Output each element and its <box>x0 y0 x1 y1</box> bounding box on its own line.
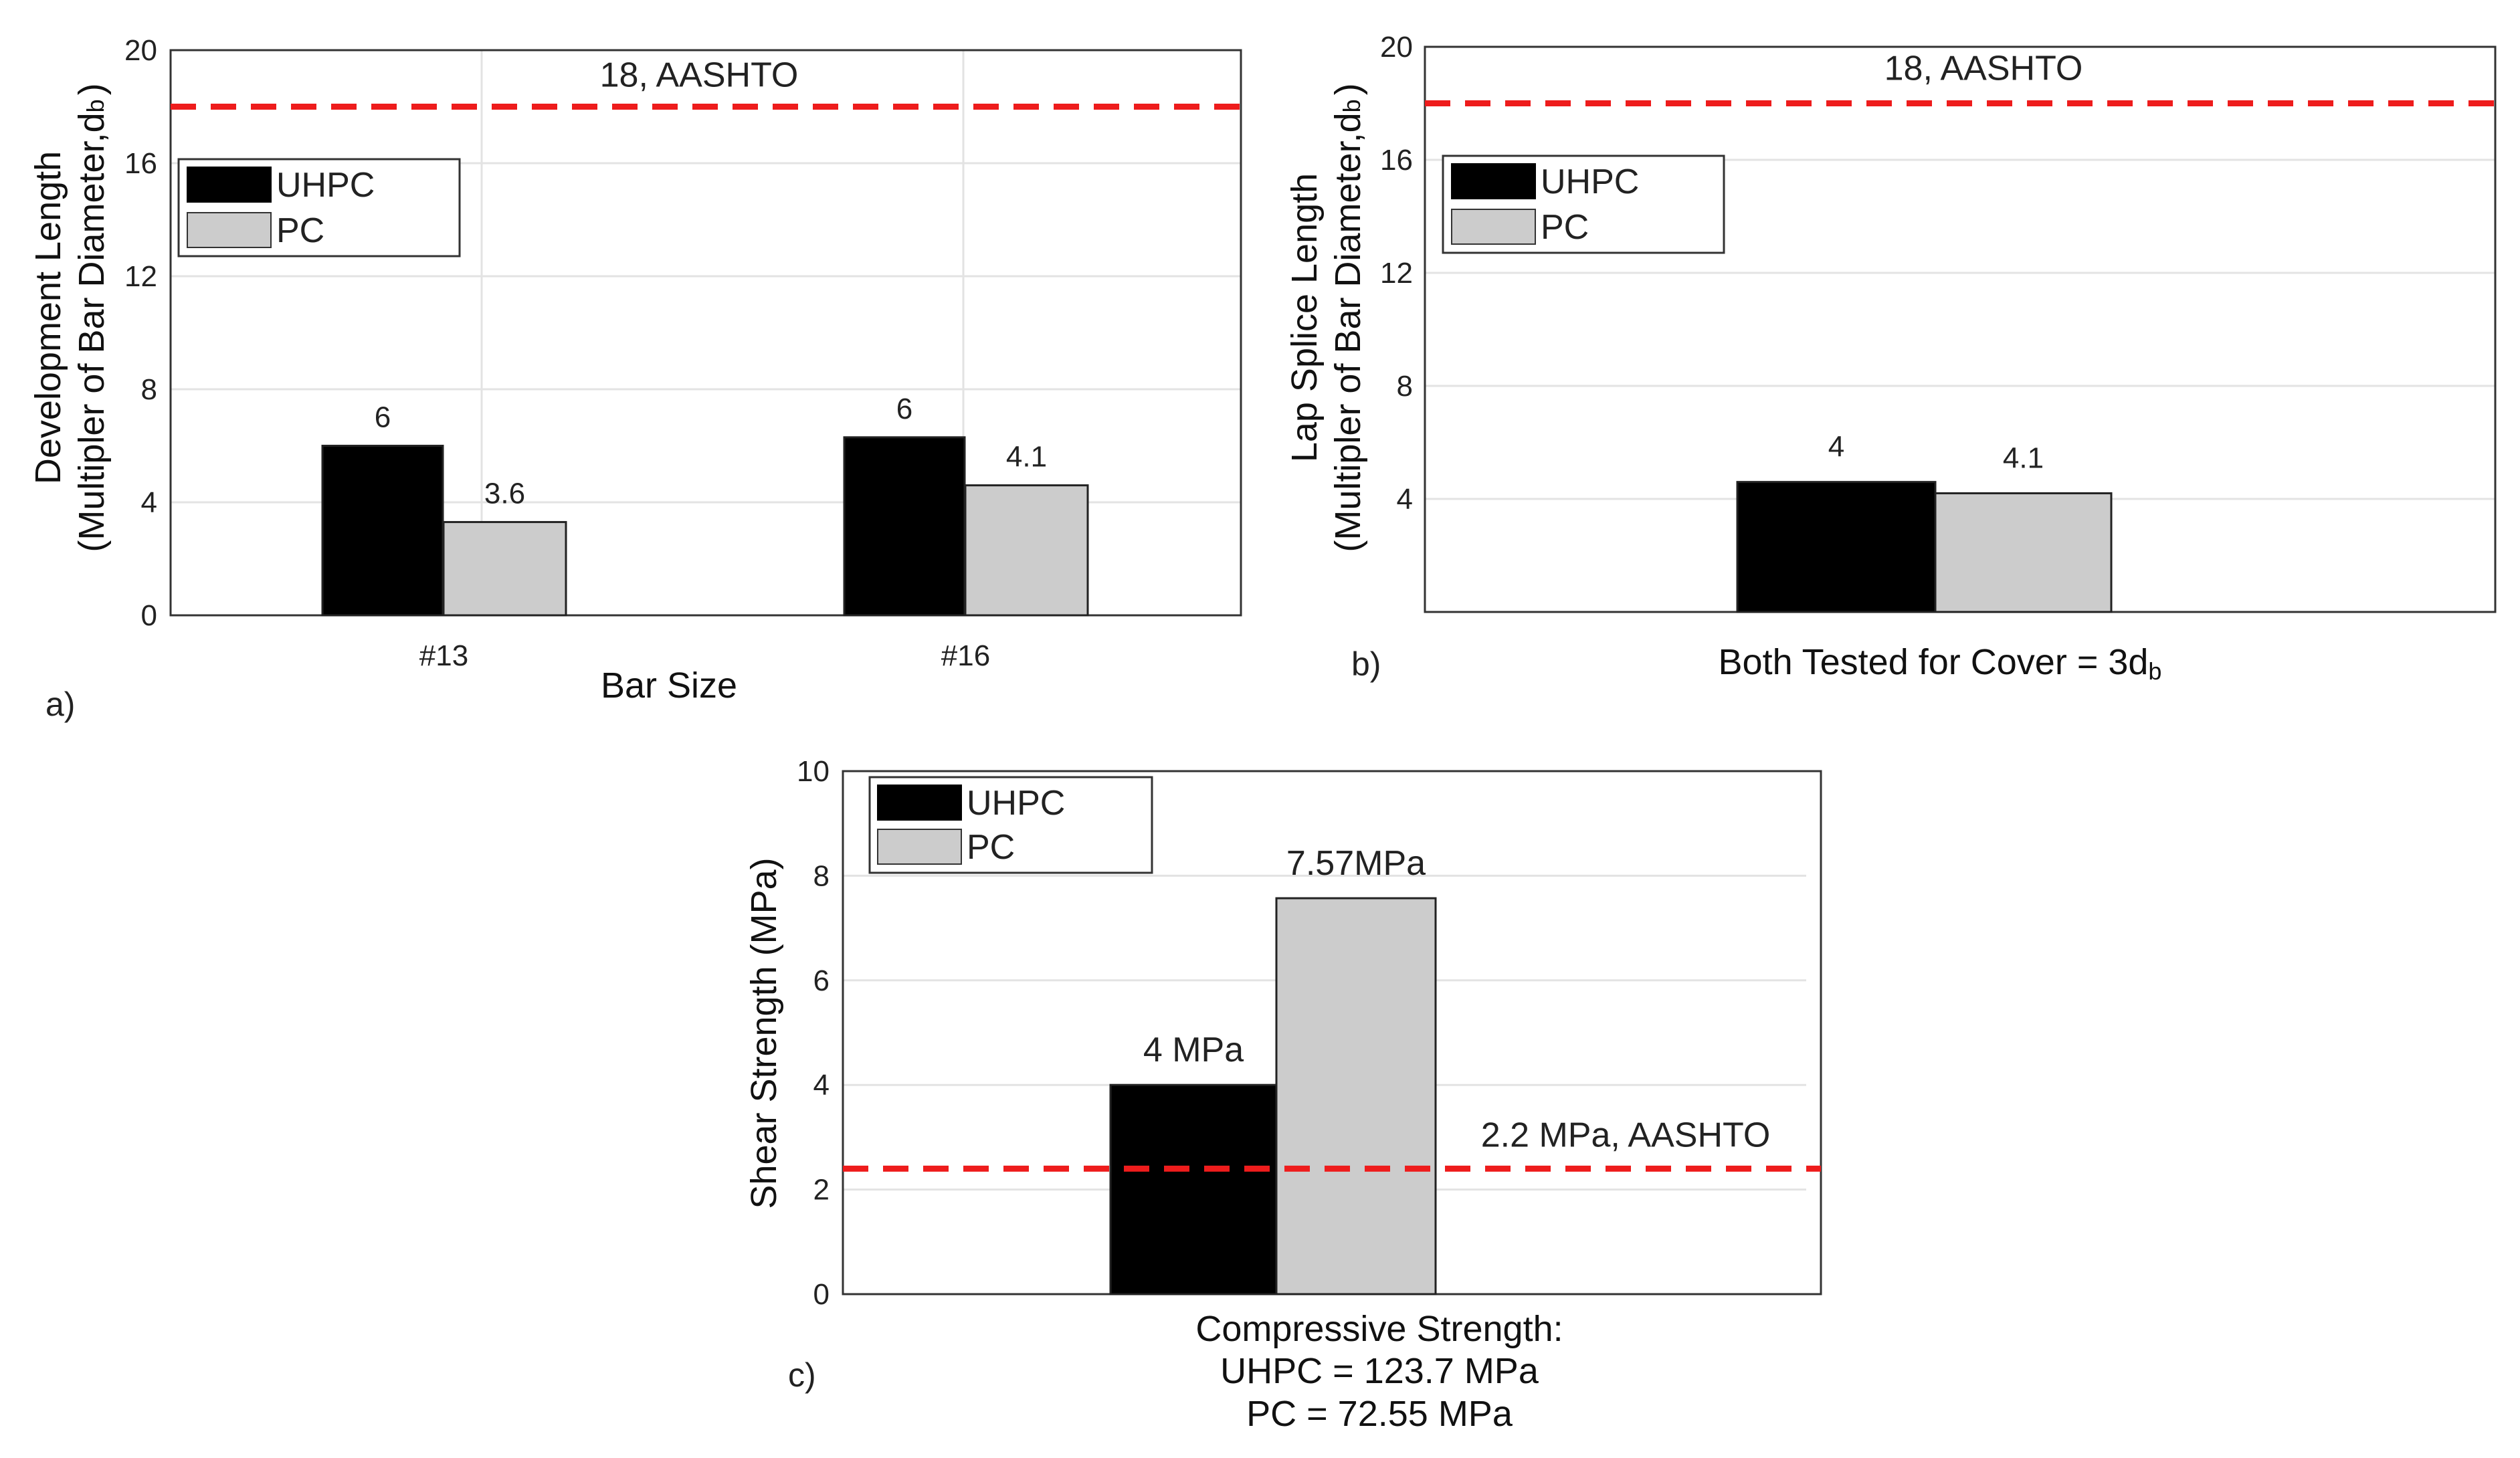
panel-c-y-ticks: 0 2 4 6 8 10 <box>797 755 830 1311</box>
panel-b-bar-pc <box>1934 492 2113 613</box>
panel-b-y-tick-label: 16 <box>1380 144 1413 177</box>
panel-a-y-tick-label: 4 <box>141 486 157 519</box>
panel-c-value-label: 4 MPa <box>1143 1031 1244 1069</box>
panel-a: 18, AASHTO 0 4 8 12 16 20 #13 #16 6 3.6 6 4.1 Dev… <box>28 34 1242 723</box>
panel-a-value-label: 6 <box>375 401 391 434</box>
panel-a-y-tick-label: 20 <box>124 34 157 67</box>
panel-b-y-tick-label: 4 <box>1397 483 1413 516</box>
panel-c-reference-label: 2.2 MPa, AASHTO <box>1481 1116 1771 1154</box>
panel-c-y-tick-label: 2 <box>813 1174 830 1207</box>
panel-c-legend-swatch-pc <box>877 829 962 865</box>
panel-b-value-labels: 4 4.1 <box>1828 431 2044 475</box>
panel-a-legend-swatch-pc <box>187 212 272 248</box>
panel-a-bar-pc <box>964 484 1089 617</box>
panel-a-bars <box>321 436 1089 617</box>
panel-c-y-tick-label: 10 <box>797 755 830 788</box>
panel-a-bar-uhpc <box>843 436 966 617</box>
panel-b-y-tick-label: 12 <box>1380 257 1413 290</box>
panel-c-legend: UHPC PC <box>868 776 1153 874</box>
panel-c: 2.2 MPa, AASHTO 0 2 4 6 8 10 4 MPa 7.57MPa She… <box>744 755 1822 1434</box>
panel-c-legend-pc: PC <box>967 828 1015 867</box>
panel-a-legend-swatch-uhpc <box>187 167 272 203</box>
panel-b-value-label: 4.1 <box>2003 442 2044 475</box>
panel-b-reference-label: 18, AASHTO <box>1884 49 2083 88</box>
panel-b-label: b) <box>1351 645 1381 683</box>
panel-a-legend-pc: PC <box>276 211 324 250</box>
panel-c-y-tick-label: 8 <box>813 859 830 892</box>
panel-b-legend-swatch-pc <box>1451 209 1536 245</box>
panel-c-bar-uhpc <box>1109 1083 1278 1295</box>
panel-a-y-title-line2: (Multipler of Bar Diameter,db) <box>72 83 112 552</box>
panel-a-reference-label: 18, AASHTO <box>600 56 799 95</box>
panel-b-bars <box>1736 481 2113 613</box>
panel-b-legend-swatch-uhpc <box>1451 163 1536 199</box>
panel-c-label: c) <box>788 1356 816 1394</box>
panel-b-legend-pc: PC <box>1541 208 1589 247</box>
panel-a-y-title-line1: Development Length <box>28 151 68 484</box>
panel-b-y-title-line1: Lap Splice Length <box>1284 173 1325 462</box>
panel-c-value-labels: 4 MPa 7.57MPa <box>1143 844 1426 1069</box>
panel-b-value-label: 4 <box>1828 431 1844 463</box>
panel-c-x-title-line2: UHPC = 123.7 MPa <box>1220 1351 1539 1391</box>
panel-b-y-title-line2: (Multipler of Bar Diameter,db) <box>1328 83 1368 552</box>
panel-c-y-title: Shear Strength (MPa) <box>744 857 784 1209</box>
panel-a-x-tick-label: #16 <box>941 639 990 672</box>
panel-c-value-label: 7.57MPa <box>1286 844 1426 883</box>
panel-a-value-label: 3.6 <box>484 478 525 510</box>
panel-c-y-tick-label: 6 <box>813 964 830 997</box>
panel-c-y-tick-label: 0 <box>813 1278 830 1311</box>
panel-a-plot-frame <box>169 49 1242 617</box>
panel-a-x-ticks: #13 #16 <box>419 639 990 672</box>
panel-a-y-ticks: 0 4 8 12 16 20 <box>124 34 157 632</box>
panel-a-legend: UHPC PC <box>177 158 461 257</box>
panel-b-y-ticks: 4 8 12 16 20 <box>1380 31 1413 516</box>
panel-b-y-tick-label: 8 <box>1397 370 1413 403</box>
panel-c-y-tick-label: 4 <box>813 1069 830 1102</box>
panel-a-y-tick-label: 8 <box>141 373 157 406</box>
panel-c-x-title-line1: Compressive Strength: <box>1195 1309 1563 1349</box>
panel-c-x-title-line3: PC = 72.55 MPa <box>1246 1394 1513 1434</box>
panel-a-y-tick-label: 0 <box>141 599 157 632</box>
panel-c-legend-swatch-uhpc <box>877 785 962 821</box>
panel-a-value-label: 6 <box>896 393 912 425</box>
panel-a-value-label: 4.1 <box>1006 441 1047 474</box>
panel-b-legend-uhpc: UHPC <box>1541 163 1639 201</box>
panel-a-y-tick-label: 12 <box>124 260 157 293</box>
panel-a-value-labels: 6 3.6 6 4.1 <box>375 393 1047 510</box>
panel-b-y-tick-label: 20 <box>1380 31 1413 64</box>
panel-a-bar-pc <box>442 521 567 617</box>
panel-c-legend-uhpc: UHPC <box>967 784 1065 823</box>
panel-b-legend: UHPC PC <box>1442 154 1725 254</box>
panel-a-label: a) <box>45 686 75 723</box>
panel-a-legend-uhpc: UHPC <box>276 166 375 205</box>
panel-c-bars <box>1109 897 1437 1295</box>
panel-c-bar-pc <box>1275 897 1437 1295</box>
panel-a-y-tick-label: 16 <box>124 147 157 180</box>
panel-a-bar-uhpc <box>321 445 444 617</box>
panel-b-bar-uhpc <box>1736 481 1937 613</box>
panel-a-x-title: Bar Size <box>601 665 737 706</box>
panel-a-x-tick-label: #13 <box>419 639 468 672</box>
panel-b-x-title: Both Tested for Cover = 3db <box>1719 642 2162 685</box>
